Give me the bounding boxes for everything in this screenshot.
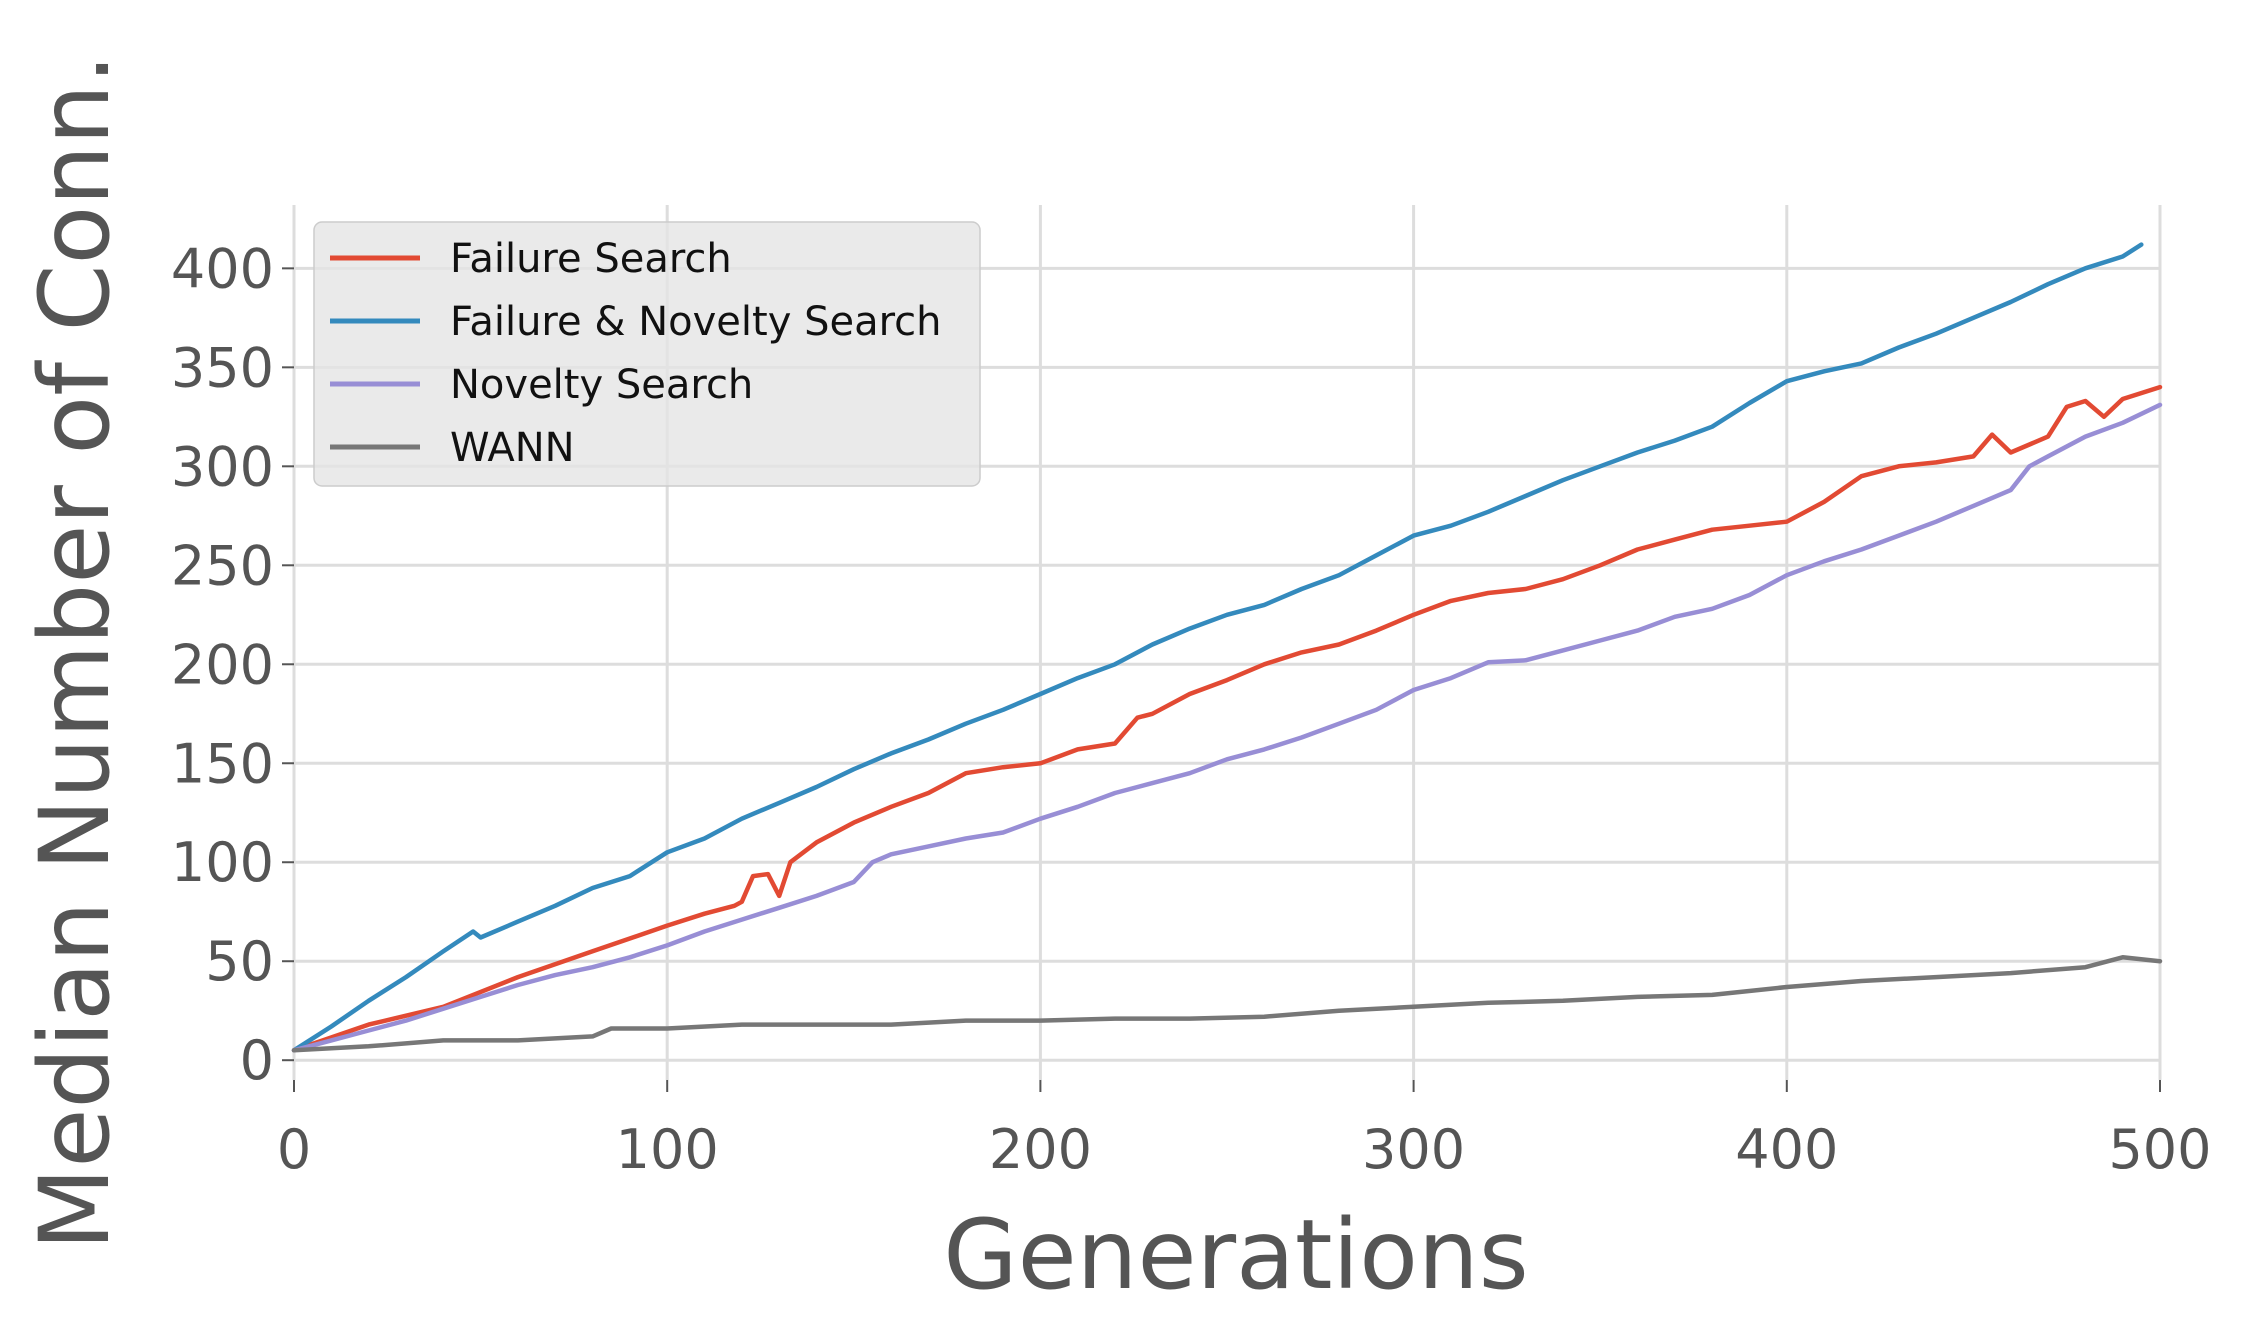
- y-tick-label: 300: [171, 435, 274, 498]
- legend-label: Failure Search: [450, 236, 732, 282]
- legend-label: Failure & Novelty Search: [450, 299, 942, 345]
- x-tick-label: 500: [2108, 1118, 2211, 1181]
- y-tick-label: 200: [171, 633, 274, 696]
- x-tick-label: 400: [1735, 1118, 1838, 1181]
- series-line-0: [291, 384, 2163, 1053]
- y-tick-label: 0: [240, 1029, 274, 1092]
- y-tick-labels: 0 50 100 150 200 250 300 350 400: [171, 237, 274, 1092]
- legend-label: Novelty Search: [450, 362, 753, 408]
- y-tick-label: 350: [171, 336, 274, 399]
- x-tick-labels: 0 100 200 300 400 500: [277, 1118, 2212, 1181]
- y-axis-title: Median Number of Conn.: [19, 54, 131, 1251]
- y-tick-label: 50: [205, 930, 274, 993]
- series-line-3: [291, 955, 2163, 1053]
- y-tick-label: 100: [171, 831, 274, 894]
- x-tick-label: 0: [277, 1118, 311, 1181]
- x-tick-label: 200: [989, 1118, 1092, 1181]
- legend: Failure Search Failure & Novelty Search No…: [313, 221, 981, 487]
- legend-label: WANN: [450, 425, 575, 471]
- y-tick-label: 150: [171, 732, 274, 795]
- x-tick-label: 300: [1362, 1118, 1465, 1181]
- x-tick-label: 100: [616, 1118, 719, 1181]
- legend-box: [313, 221, 981, 487]
- series-line-2: [291, 402, 2163, 1053]
- series-lines: [291, 242, 2163, 1053]
- x-axis-title: Generations: [943, 1199, 1529, 1311]
- y-tick-label: 400: [171, 237, 274, 300]
- series-line-1: [291, 242, 2144, 1053]
- y-tick-label: 250: [171, 534, 274, 597]
